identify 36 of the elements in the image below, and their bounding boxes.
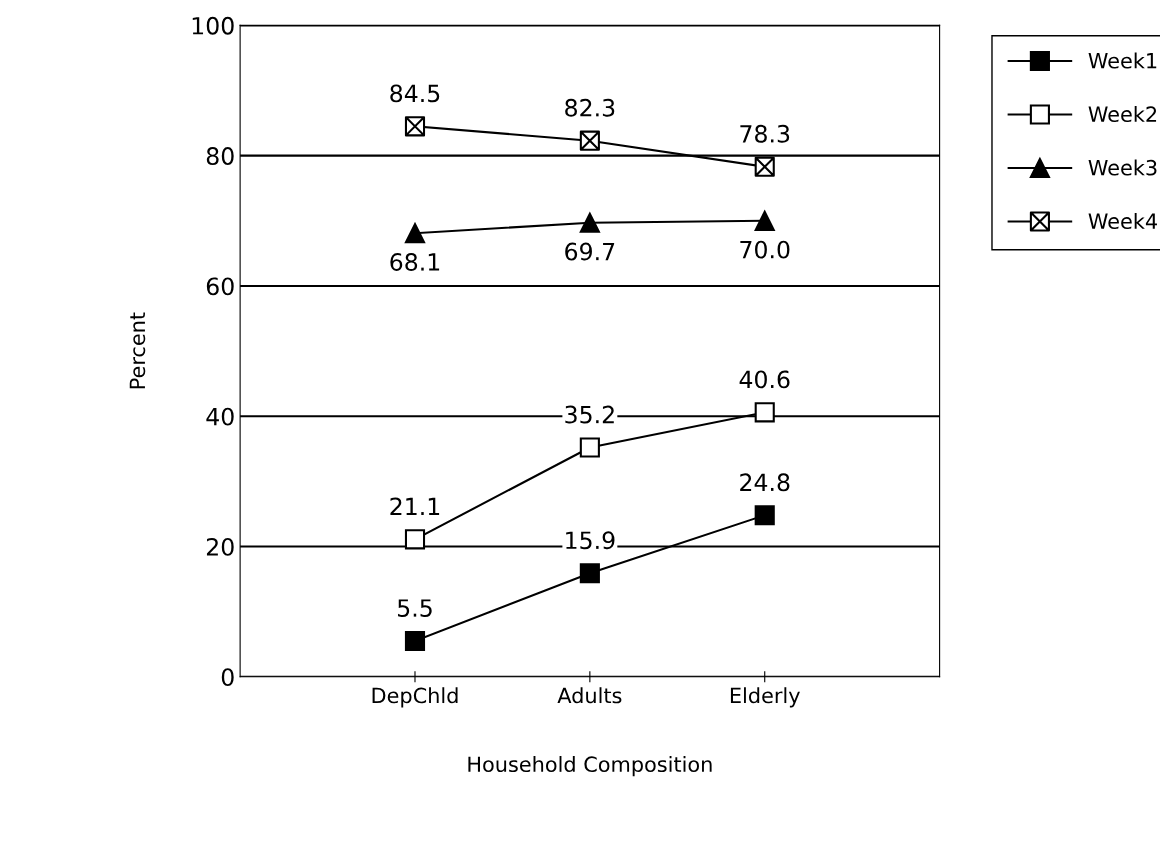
- data-label: 84.5: [390, 84, 440, 103]
- data-label: 68.1: [390, 253, 440, 271]
- x-axis-title: Household Composition: [468, 755, 712, 777]
- data-label: 5.5: [398, 599, 432, 617]
- x-tick-label: Elderly: [730, 687, 800, 708]
- legend-label: Week4: [1088, 212, 1157, 230]
- data-label: 24.8: [740, 473, 790, 492]
- y-tick-label: 0: [221, 668, 234, 687]
- legend-label: Week3: [1088, 159, 1157, 176]
- point: [754, 210, 775, 231]
- y-tick-label: 40: [206, 407, 234, 426]
- y-tick-label: 80: [206, 147, 234, 165]
- point: [579, 212, 600, 233]
- x-tick-label: Adults: [557, 687, 622, 704]
- data-label: 82.3: [565, 98, 615, 117]
- point: [404, 223, 426, 244]
- y-axis-title: Percent: [129, 312, 146, 389]
- data-label: 40.6: [739, 370, 790, 389]
- point: [579, 437, 600, 458]
- point: [579, 563, 600, 584]
- point: [404, 630, 426, 652]
- point: [404, 529, 426, 550]
- point: [754, 402, 775, 423]
- data-label: 70.0: [740, 240, 790, 259]
- legend-label: Week1: [1088, 52, 1157, 69]
- y-tick-label: 20: [206, 537, 234, 556]
- y-tick-label: 100: [192, 16, 234, 35]
- data-label: 78.3: [740, 124, 790, 143]
- data-label: 35.2: [565, 405, 614, 424]
- data-label: 21.1: [390, 497, 440, 515]
- legend-label: Week2: [1088, 105, 1157, 123]
- data-label: 15.9: [566, 531, 615, 550]
- data-label: 69.7: [565, 242, 615, 261]
- y-tick-label: 60: [206, 277, 234, 296]
- point: [754, 505, 775, 526]
- x-tick-label: DepChld: [372, 687, 458, 708]
